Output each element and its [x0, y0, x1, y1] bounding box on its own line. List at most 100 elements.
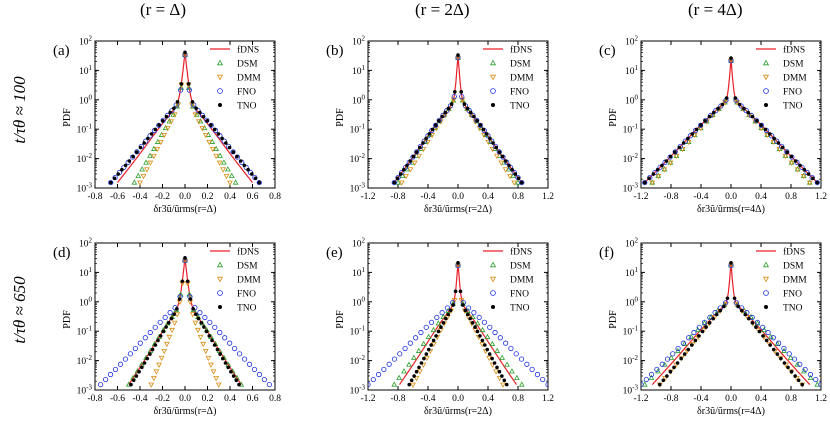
- marker-DMM: [424, 139, 431, 146]
- marker-FNO: [545, 381, 548, 388]
- marker-TNO: [732, 296, 737, 301]
- marker-DSM: [143, 159, 149, 165]
- marker-DMM: [661, 167, 668, 173]
- x-tick-label: 0.8: [512, 394, 524, 404]
- marker-FNO: [217, 329, 223, 336]
- marker-TNO: [800, 382, 805, 387]
- marker-FNO: [682, 138, 688, 144]
- marker-DSM: [435, 320, 442, 326]
- marker-DSM: [420, 340, 427, 346]
- marker-FNO: [774, 138, 780, 144]
- marker-FNO: [799, 164, 805, 171]
- marker-FNO: [791, 356, 798, 362]
- marker-TNO: [729, 56, 733, 60]
- marker-FNO: [534, 371, 541, 378]
- legend-swatch-DSM: [762, 59, 770, 66]
- y-tick-label: 10-3: [77, 384, 93, 397]
- marker-FNO: [152, 324, 158, 330]
- marker-TNO: [465, 312, 470, 317]
- x-axis-label: δr3ũ/ũrms(r=Δ): [154, 204, 217, 215]
- marker-TNO: [412, 374, 416, 378]
- legend-label-DSM: DSM: [510, 262, 531, 272]
- marker-FNO: [770, 335, 776, 341]
- marker-FNO: [122, 356, 129, 362]
- marker-DSM: [754, 320, 761, 326]
- marker-TNO: [507, 163, 511, 168]
- marker-FNO: [266, 381, 272, 388]
- marker-TNO: [757, 329, 762, 334]
- marker-DMM: [169, 327, 175, 334]
- x-tick-label: 0.8: [269, 394, 281, 404]
- y-tick-label: 100: [352, 93, 366, 106]
- marker-TNO: [793, 159, 798, 163]
- marker-TNO: [194, 106, 198, 111]
- marker-DSM: [186, 84, 192, 90]
- legend-swatch-FNO: [763, 290, 769, 296]
- y-tick-label: 10-3: [623, 182, 639, 195]
- marker-FNO: [686, 335, 692, 341]
- marker-TNO: [754, 325, 758, 329]
- marker-TNO: [160, 118, 165, 123]
- marker-TNO: [429, 343, 433, 347]
- marker-TNO: [196, 316, 201, 321]
- marker-FNO: [451, 94, 457, 100]
- marker-TNO: [153, 127, 158, 132]
- marker-TNO: [408, 159, 412, 163]
- marker-TNO: [227, 145, 232, 150]
- x-tick-label: -0.8: [663, 394, 678, 404]
- marker-TNO: [785, 150, 789, 154]
- y-tick-label: 101: [79, 266, 93, 279]
- marker-FNO: [481, 319, 488, 325]
- marker-TNO: [483, 343, 487, 347]
- marker-FNO: [459, 94, 465, 100]
- marker-DSM: [648, 374, 655, 380]
- marker-TNO: [424, 352, 429, 356]
- marker-DMM: [673, 153, 680, 160]
- y-tick-label: 100: [625, 295, 639, 308]
- marker-TNO: [488, 136, 492, 141]
- marker-FNO: [439, 310, 445, 316]
- marker-FNO: [167, 310, 173, 316]
- marker-TNO: [422, 356, 426, 361]
- marker-TNO: [497, 369, 502, 374]
- marker-TNO: [458, 289, 463, 294]
- marker-TNO: [736, 304, 740, 309]
- marker-FNO: [497, 335, 503, 341]
- marker-TNO: [417, 365, 421, 370]
- marker-DMM: [649, 180, 656, 186]
- marker-DSM: [688, 333, 695, 339]
- legend-label-TNO: TNO: [510, 304, 530, 314]
- marker-DMM: [199, 126, 206, 132]
- marker-DMM: [489, 362, 496, 368]
- marker-TNO: [161, 329, 166, 334]
- marker-FNO: [251, 366, 258, 373]
- marker-TNO: [142, 141, 146, 145]
- x-tick-label: 0.0: [452, 394, 464, 404]
- marker-DMM: [156, 362, 162, 368]
- marker-FNO: [781, 345, 787, 352]
- legend-label-fDNS: fDNS: [237, 45, 259, 56]
- marker-FNO: [818, 381, 821, 388]
- marker-TNO: [468, 110, 473, 115]
- marker-FNO: [672, 149, 678, 155]
- y-tick-label: 10-1: [350, 325, 366, 338]
- marker-TNO: [137, 369, 141, 374]
- marker-TNO: [436, 329, 441, 334]
- marker-FNO: [107, 371, 114, 378]
- marker-DMM: [209, 146, 216, 153]
- y-axis-label: PDF: [62, 310, 73, 329]
- marker-TNO: [718, 308, 723, 313]
- marker-FNO: [784, 149, 790, 155]
- marker-DMM: [216, 160, 223, 166]
- marker-FNO: [414, 149, 420, 155]
- y-tick-label: 10-2: [623, 152, 639, 165]
- marker-DMM: [788, 160, 795, 166]
- marker-FNO: [212, 324, 218, 330]
- legend-swatch-TNO: [218, 305, 222, 309]
- x-tick-label: -0.8: [663, 192, 678, 202]
- marker-DMM: [502, 167, 509, 173]
- marker-TNO: [668, 369, 673, 374]
- marker-DSM: [509, 368, 515, 374]
- marker-TNO: [231, 374, 236, 378]
